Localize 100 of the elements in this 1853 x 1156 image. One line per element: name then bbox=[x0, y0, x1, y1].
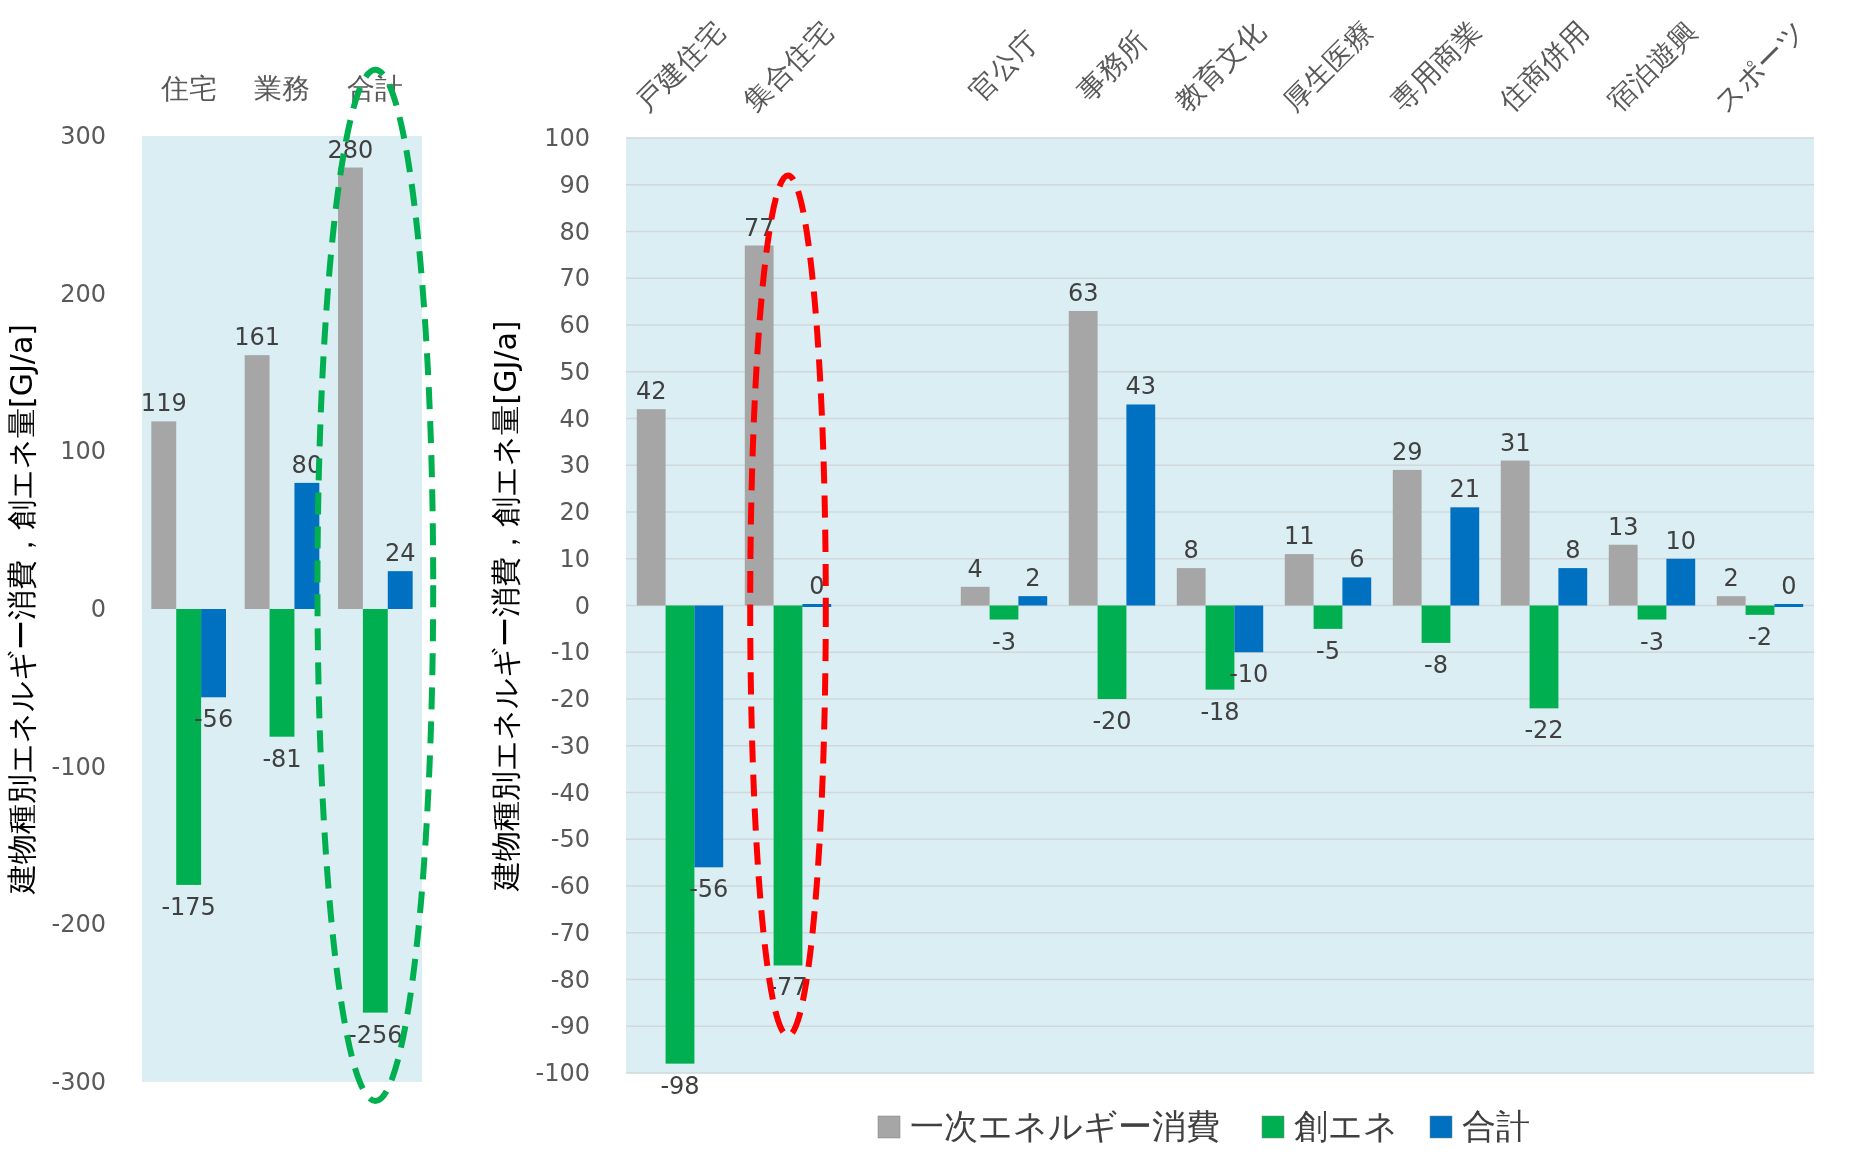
y-tick-label: -100 bbox=[51, 752, 106, 781]
data-label: -256 bbox=[348, 1020, 403, 1049]
data-label: -3 bbox=[992, 627, 1016, 656]
bar bbox=[1637, 605, 1667, 620]
y-tick-label: 90 bbox=[559, 170, 590, 199]
bar bbox=[1421, 605, 1451, 643]
bar bbox=[1608, 544, 1638, 606]
data-label: 161 bbox=[234, 323, 281, 352]
data-label: 10 bbox=[1665, 526, 1697, 555]
data-label: -18 bbox=[1200, 697, 1240, 726]
y-tick-label: 70 bbox=[559, 264, 590, 293]
x-tick-label: 専用商業 bbox=[1385, 15, 1488, 118]
bar bbox=[1176, 568, 1206, 606]
bar bbox=[1342, 577, 1372, 606]
data-label: 0 bbox=[1781, 572, 1797, 600]
y-tick-label: 30 bbox=[559, 451, 590, 480]
y-axis-title: 建物種別エネルギー消費，創エネ量[GJ/a] bbox=[488, 320, 523, 892]
bar bbox=[1018, 596, 1048, 606]
bar bbox=[1392, 469, 1422, 606]
data-label: 2 bbox=[1723, 564, 1739, 593]
x-tick-label: 宿泊遊興 bbox=[1601, 15, 1704, 118]
legend-label: 一次エネルギー消費 bbox=[910, 1106, 1220, 1146]
data-label: -2 bbox=[1748, 622, 1772, 651]
y-tick-label: -10 bbox=[550, 638, 590, 667]
data-label: 13 bbox=[1607, 512, 1639, 541]
x-tick-label: 官公庁 bbox=[962, 24, 1046, 108]
bar bbox=[1097, 605, 1127, 699]
data-label: 4 bbox=[967, 554, 983, 583]
y-tick-label: 40 bbox=[559, 404, 590, 433]
x-tick-label: 教育文化 bbox=[1169, 15, 1272, 118]
y-tick-label: 0 bbox=[90, 595, 106, 623]
bar bbox=[1126, 404, 1156, 606]
bar bbox=[1666, 558, 1696, 606]
data-label: 24 bbox=[384, 539, 416, 568]
bar bbox=[1745, 605, 1775, 615]
data-label: 63 bbox=[1067, 278, 1099, 307]
data-label: -22 bbox=[1524, 716, 1564, 745]
y-tick-label: -100 bbox=[535, 1059, 590, 1087]
y-tick-label: -200 bbox=[51, 910, 106, 939]
y-tick-label: -90 bbox=[550, 1012, 590, 1041]
y-tick-label: 300 bbox=[60, 122, 106, 150]
y-tick-label: 50 bbox=[559, 357, 590, 386]
bar bbox=[1313, 605, 1343, 629]
bar bbox=[151, 421, 177, 609]
bar bbox=[636, 409, 666, 606]
y-tick-label: -60 bbox=[550, 872, 590, 900]
data-label: 31 bbox=[1499, 428, 1531, 457]
y-tick-label: -50 bbox=[550, 825, 590, 854]
data-label: 29 bbox=[1391, 437, 1423, 466]
data-label: 77 bbox=[743, 213, 775, 242]
bar bbox=[387, 571, 413, 609]
data-label: 6 bbox=[1349, 545, 1365, 574]
y-tick-label: -70 bbox=[550, 918, 590, 947]
y-axis-title: 建物種別エネルギー消費，創エネ量[GJ/a] bbox=[4, 324, 39, 895]
data-label: 21 bbox=[1449, 475, 1481, 504]
y-tick-label: 0 bbox=[574, 591, 590, 620]
data-label: 43 bbox=[1125, 372, 1157, 401]
y-tick-label: 80 bbox=[559, 217, 590, 246]
data-label: -8 bbox=[1424, 650, 1448, 679]
bar bbox=[1284, 554, 1314, 606]
y-tick-label: -20 bbox=[550, 685, 590, 713]
legend-label: 創エネ bbox=[1294, 1106, 1398, 1146]
y-tick-label: 10 bbox=[559, 544, 590, 573]
data-label: -81 bbox=[262, 744, 302, 773]
x-tick-label: 戸建住宅 bbox=[629, 15, 732, 118]
bar bbox=[960, 586, 990, 606]
bar bbox=[1500, 460, 1530, 606]
bar bbox=[362, 609, 388, 1013]
x-tick-label: 集合住宅 bbox=[737, 15, 840, 118]
x-tick-label: 事務所 bbox=[1070, 24, 1154, 108]
y-tick-label: -80 bbox=[550, 965, 590, 994]
data-label: 119 bbox=[140, 389, 187, 418]
data-label: 11 bbox=[1283, 522, 1315, 551]
bar bbox=[244, 355, 270, 609]
bar bbox=[338, 167, 363, 609]
y-tick-label: 100 bbox=[544, 124, 590, 152]
bar bbox=[269, 609, 295, 737]
bar bbox=[1716, 596, 1746, 606]
x-tick-label: 厚生医療 bbox=[1277, 15, 1380, 118]
legend-label: 合計 bbox=[1462, 1106, 1530, 1146]
x-tick-label: 住宅 bbox=[159, 72, 217, 105]
bar bbox=[773, 605, 803, 966]
data-label: 8 bbox=[1565, 536, 1581, 565]
data-label: -175 bbox=[161, 892, 216, 921]
data-label: -3 bbox=[1640, 627, 1664, 656]
data-label: 8 bbox=[1183, 536, 1199, 565]
y-tick-label: -300 bbox=[51, 1068, 106, 1096]
data-label: 2 bbox=[1025, 564, 1041, 593]
y-tick-label: 100 bbox=[60, 437, 106, 466]
x-tick-label: スポーツ bbox=[1708, 14, 1813, 119]
bar bbox=[1450, 507, 1480, 606]
data-label: 42 bbox=[635, 377, 667, 406]
bar bbox=[1529, 605, 1559, 709]
bar bbox=[1234, 605, 1264, 653]
bar bbox=[1558, 568, 1588, 606]
y-tick-label: -30 bbox=[550, 731, 590, 760]
y-tick-label: 60 bbox=[559, 311, 590, 339]
y-tick-label: 20 bbox=[559, 498, 590, 526]
bar bbox=[1068, 310, 1098, 606]
bar bbox=[989, 605, 1019, 620]
